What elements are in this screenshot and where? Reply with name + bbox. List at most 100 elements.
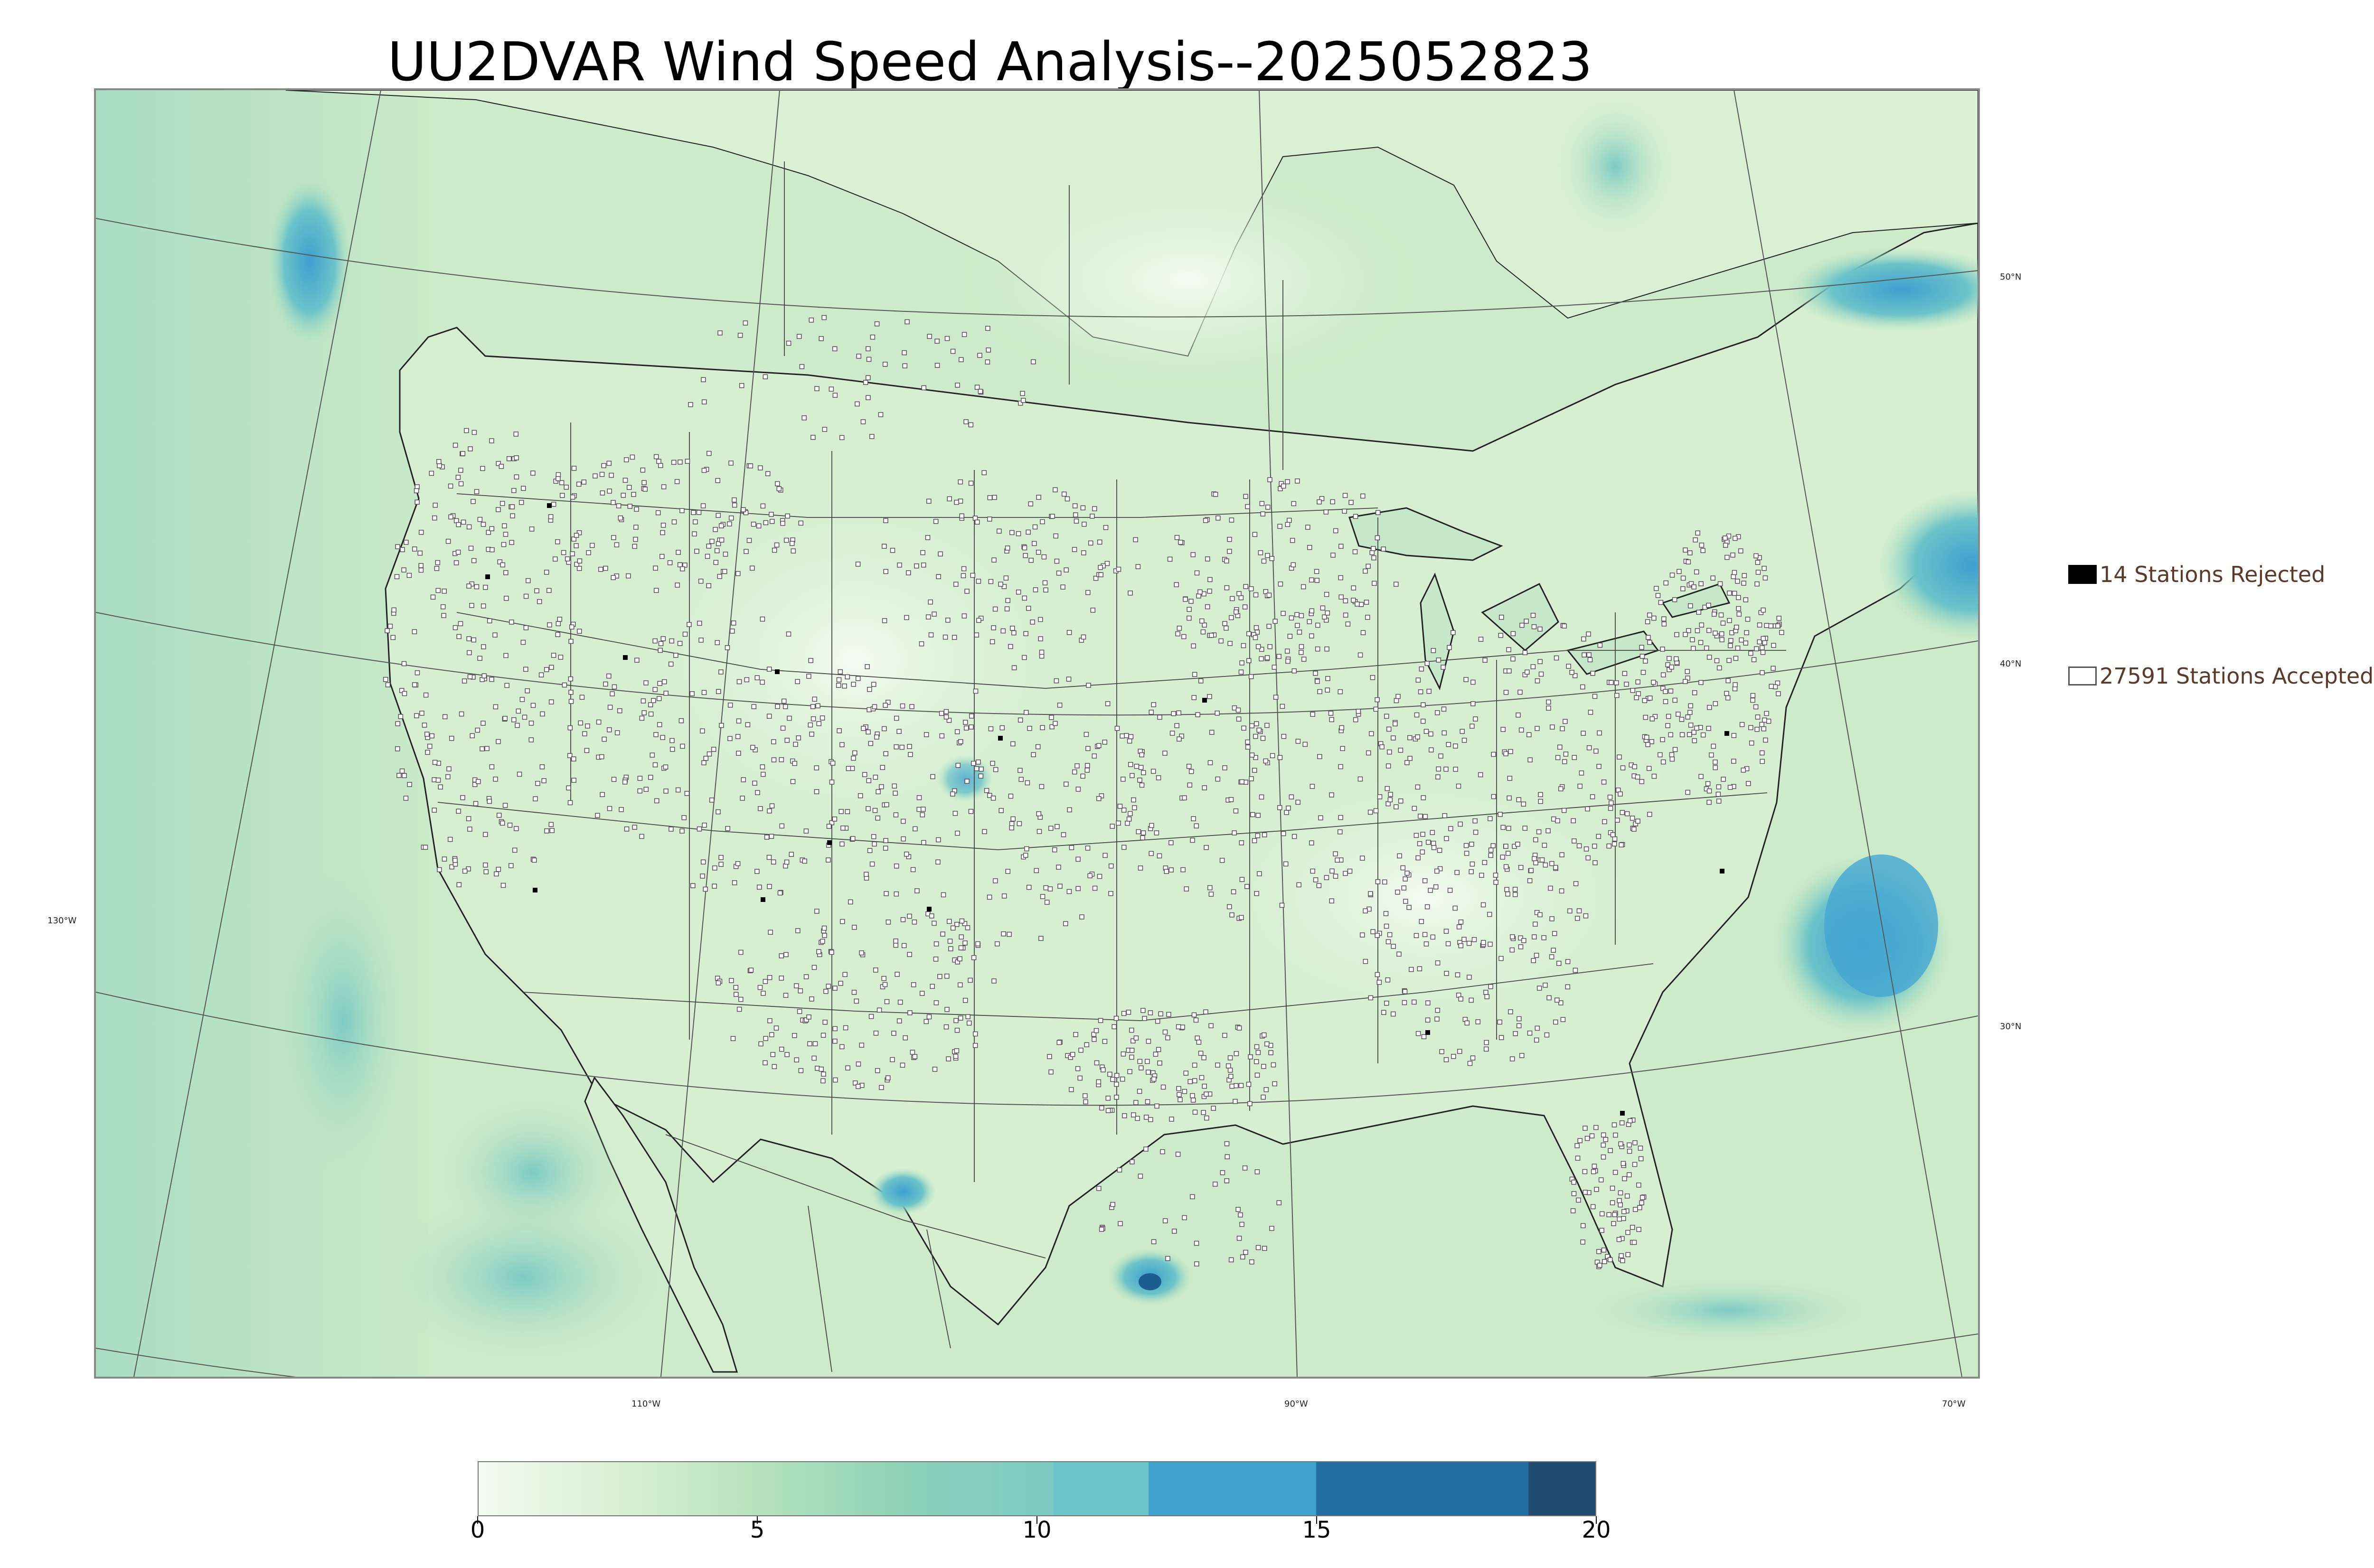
station-accepted-marker [728, 515, 734, 521]
station-accepted-marker [559, 480, 565, 486]
station-accepted-marker [1660, 737, 1665, 742]
station-accepted-marker [415, 670, 420, 676]
station-accepted-marker [1338, 689, 1343, 695]
station-accepted-marker [419, 711, 424, 716]
station-accepted-marker [1426, 688, 1432, 694]
station-accepted-marker [1016, 531, 1021, 536]
station-accepted-marker [1466, 940, 1472, 946]
station-accepted-marker [1558, 1000, 1564, 1005]
station-accepted-marker [1072, 769, 1077, 775]
station-accepted-marker [1135, 1116, 1140, 1121]
colorbar-segment [1316, 1462, 1528, 1515]
station-accepted-marker [1565, 959, 1571, 964]
station-accepted-marker [430, 594, 436, 600]
station-accepted-marker [987, 894, 992, 900]
station-accepted-marker [1639, 654, 1645, 659]
station-accepted-marker [1761, 636, 1766, 641]
station-rejected-marker [1724, 731, 1729, 736]
station-accepted-marker [1187, 607, 1192, 612]
station-accepted-marker [791, 548, 796, 554]
station-accepted-marker [954, 1048, 960, 1053]
station-accepted-marker [1116, 820, 1121, 826]
station-accepted-marker [1097, 539, 1102, 545]
station-accepted-marker [1347, 868, 1353, 874]
station-accepted-marker [1133, 537, 1138, 543]
station-accepted-marker [571, 756, 576, 761]
station-accepted-marker [1239, 840, 1244, 845]
station-accepted-marker [448, 483, 453, 489]
station-accepted-marker [1542, 843, 1547, 848]
station-accepted-marker [965, 1014, 970, 1019]
station-accepted-marker [449, 736, 454, 741]
station-accepted-marker [1554, 997, 1560, 1003]
station-accepted-marker [467, 674, 473, 679]
station-accepted-marker [577, 629, 582, 634]
station-accepted-marker [1027, 726, 1032, 731]
station-accepted-marker [1215, 1062, 1220, 1068]
station-accepted-marker [1413, 933, 1419, 939]
station-accepted-marker [593, 473, 598, 479]
station-accepted-marker [1733, 682, 1738, 687]
station-accepted-marker [1360, 630, 1366, 635]
station-accepted-marker [1242, 1165, 1248, 1171]
station-accepted-marker [884, 999, 890, 1005]
station-accepted-marker [904, 615, 909, 620]
pacific-ocean [96, 90, 428, 1377]
colorbar-segment [479, 1462, 1054, 1515]
station-accepted-marker [1438, 753, 1443, 759]
station-accepted-marker [1371, 546, 1376, 551]
gulf-wind-core [1139, 1273, 1161, 1290]
station-accepted-marker [511, 717, 517, 723]
station-accepted-marker [735, 861, 741, 866]
station-accepted-marker [1318, 815, 1323, 821]
station-accepted-marker [832, 986, 838, 991]
station-accepted-marker [760, 764, 765, 770]
station-accepted-marker [875, 815, 880, 821]
station-accepted-marker [725, 645, 730, 650]
station-accepted-marker [1582, 652, 1587, 657]
station-accepted-marker [763, 1060, 768, 1066]
station-accepted-marker [585, 723, 590, 729]
station-accepted-marker [1371, 555, 1376, 561]
station-accepted-marker [618, 515, 623, 521]
station-accepted-marker [667, 560, 673, 565]
station-accepted-marker [637, 776, 643, 781]
station-accepted-marker [1533, 837, 1538, 843]
station-accepted-marker [1435, 774, 1441, 779]
station-accepted-marker [925, 535, 931, 540]
station-accepted-marker [1579, 770, 1584, 776]
station-accepted-marker [1493, 880, 1498, 885]
station-accepted-marker [761, 771, 766, 777]
station-accepted-marker [1230, 596, 1235, 601]
station-accepted-marker [1267, 644, 1272, 649]
station-accepted-marker [923, 732, 929, 737]
station-accepted-marker [1646, 635, 1651, 640]
station-accepted-marker [779, 976, 784, 981]
pacific-south-wind [381, 1192, 666, 1362]
station-accepted-marker [1509, 947, 1515, 953]
station-accepted-marker [1199, 618, 1205, 624]
legend-accepted: 27591 Stations Accepted [2068, 663, 2374, 689]
station-accepted-marker [1281, 733, 1287, 739]
station-accepted-marker [1056, 864, 1061, 870]
station-accepted-marker [880, 765, 886, 770]
station-accepted-marker [440, 604, 446, 610]
station-accepted-marker [1730, 552, 1735, 558]
station-accepted-marker [907, 1010, 913, 1015]
station-accepted-marker [494, 871, 499, 877]
station-accepted-marker [751, 704, 757, 709]
station-accepted-marker [1009, 821, 1015, 826]
station-accepted-marker [576, 530, 582, 535]
station-accepted-marker [871, 834, 876, 839]
station-accepted-marker [1261, 1064, 1266, 1069]
station-accepted-marker [1053, 721, 1058, 726]
station-accepted-marker [398, 714, 404, 719]
station-accepted-marker [1557, 744, 1563, 750]
station-accepted-marker [1342, 493, 1348, 498]
station-accepted-marker [1067, 807, 1072, 813]
station-accepted-marker [694, 548, 699, 554]
station-accepted-marker [574, 562, 579, 567]
station-accepted-marker [1202, 1083, 1207, 1089]
station-accepted-marker [1263, 758, 1269, 764]
station-accepted-marker [1424, 904, 1430, 910]
